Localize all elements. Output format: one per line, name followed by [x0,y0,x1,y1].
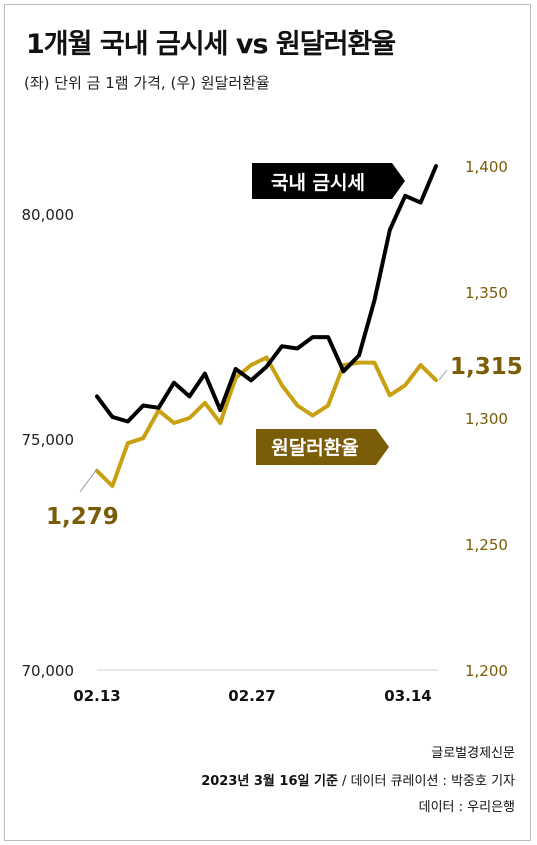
credit-line: 2023년 3월 16일 기준 / 데이터 큐레이션 : 박중호 기자 [201,770,515,789]
left-tick-label: 80,000 [22,206,75,224]
fx-legend-tag [256,429,389,465]
gold-legend-tag [252,163,405,199]
left-tick-label: 75,000 [22,431,75,449]
x-tick-label: 02.27 [228,687,275,705]
chart-subtitle: (좌) 단위 금 1램 가격, (우) 원달러환율 [24,74,270,92]
fx-end-leader [438,369,448,381]
gold-series-legend: 국내 금시세 [252,163,405,199]
chart-title: 1개월 국내 금시세 vs 원달러환율 [26,29,396,60]
right-tick-label: 1,350 [465,284,508,302]
gold-series-line [95,164,438,424]
gold-legend-label: 국내 금시세 [271,172,365,194]
basis-date: 2023년 3월 16일 기준 [201,774,338,789]
data-source: 데이터 : 우리은행 [418,800,515,815]
right-tick-label: 1,400 [465,158,508,176]
fx-series-line [95,355,438,488]
x-tick-label: 02.13 [73,687,120,705]
fx-start-annotation: 1,279 [46,504,119,530]
right-tick-label: 1,200 [465,662,508,680]
chart-frame [4,4,531,841]
fx-series-legend: 원달러환율 [256,429,389,465]
left-axis: 70,000 75,000 80,000 [22,206,75,680]
fx-end-annotation: 1,315 [450,354,523,380]
left-tick-label: 70,000 [22,662,75,680]
x-axis: 02.13 02.27 03.14 [73,687,431,705]
right-axis: 1,200 1,250 1,300 1,350 1,400 [465,158,508,680]
fx-start-leader [79,468,98,493]
right-tick-label: 1,300 [465,410,508,428]
x-tick-label: 03.14 [384,687,431,705]
curation-credit: / 데이터 큐레이션 : 박중호 기자 [337,774,515,789]
right-tick-label: 1,250 [465,536,508,554]
fx-legend-label: 원달러환율 [271,437,358,459]
source-name: 글로벌경제신문 [431,746,515,761]
